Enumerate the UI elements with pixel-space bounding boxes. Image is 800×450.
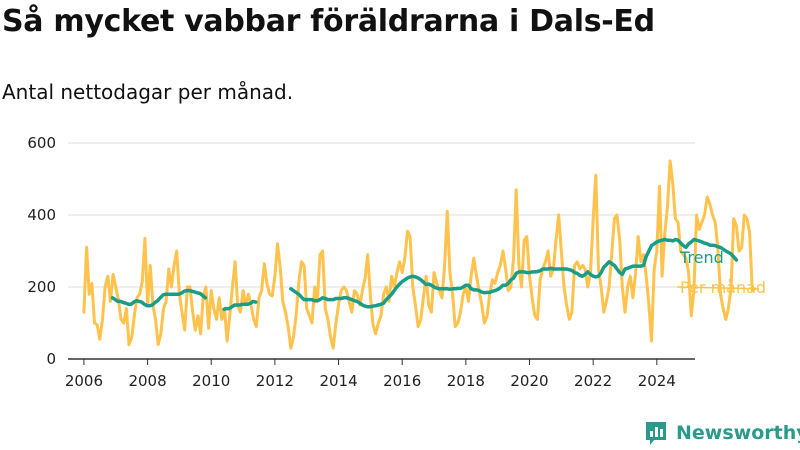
y-tick-label: 0 (46, 350, 56, 368)
x-tick-label: 2018 (447, 372, 485, 390)
series (82, 159, 757, 350)
x-tick-label: 2016 (383, 372, 421, 390)
series-line-per-manad (82, 159, 757, 350)
x-tick-label: 2010 (192, 372, 230, 390)
y-tick-label: 600 (27, 134, 56, 152)
x-tick-label: 2008 (128, 372, 166, 390)
chart-title: Så mycket vabbar föräldrarna i Dals-Ed (2, 4, 655, 39)
series-line-trend-segment (289, 237, 739, 309)
newsworthy-logo: Newsworthy (644, 418, 800, 448)
x-tick-label: 2014 (319, 372, 357, 390)
series-line-trend-segment (222, 299, 258, 312)
legend-leader-per-manad (676, 286, 759, 290)
newsworthy-logo-icon (646, 422, 666, 445)
legend-label-trend: Trend (679, 248, 724, 267)
y-tick-label: 200 (27, 278, 56, 296)
grid-lines (68, 142, 695, 288)
chart-subtitle: Antal nettodagar per månad. (2, 80, 294, 104)
series-line-trend-segment (110, 288, 208, 308)
x-tick-label: 2020 (510, 372, 548, 390)
x-tick-label: 2024 (638, 372, 676, 390)
legend: Trend Per månad (676, 248, 766, 297)
x-tick-label: 2006 (65, 372, 103, 390)
x-tick-label: 2012 (256, 372, 294, 390)
axes: 0 200 400 600 2006 2008 2010 2012 2014 2016 2018 20… (27, 134, 695, 390)
x-tick-label: 2022 (574, 372, 612, 390)
y-tick-label: 400 (27, 206, 56, 224)
brand-name: Newsworthy (676, 422, 800, 444)
